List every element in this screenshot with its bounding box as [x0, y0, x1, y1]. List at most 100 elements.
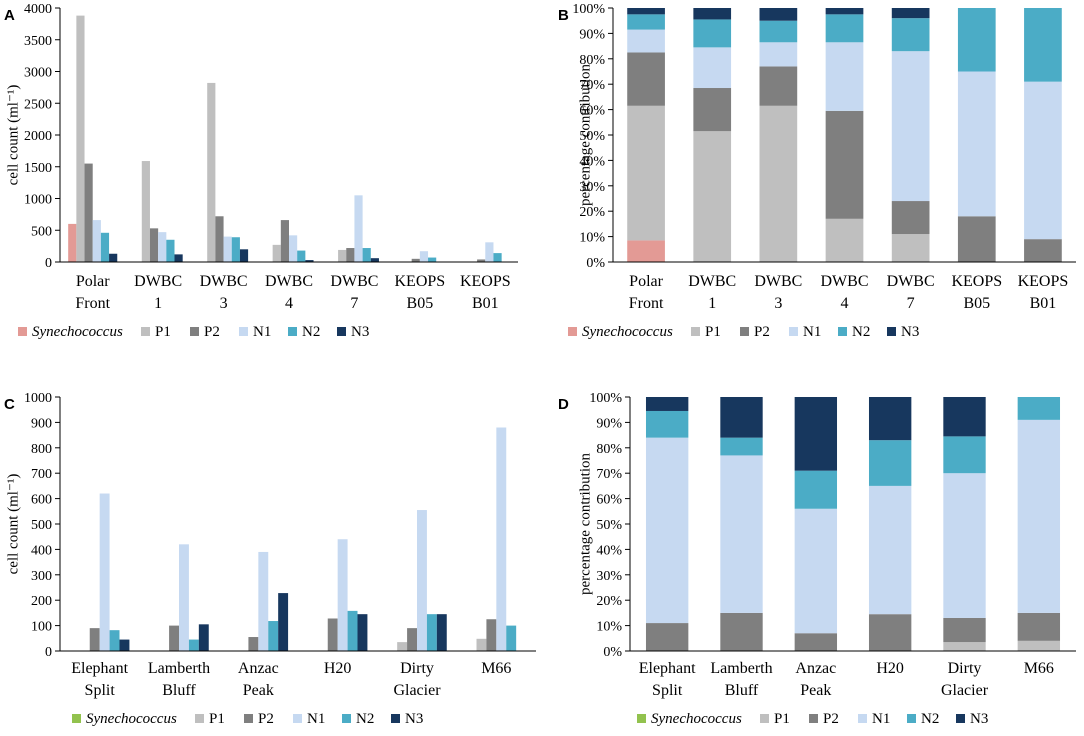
chart-panel-d: D 0% 10% 20% 30% 40% 50% 60% 70% 80% 90% 100% percen… [558, 391, 1076, 727]
bar-n1 [868, 485, 912, 615]
y-axis-title: cell count (ml⁻¹) [5, 474, 21, 575]
legend-label: P2 [204, 324, 220, 340]
bar-n3 [305, 260, 314, 262]
bar-n3 [794, 397, 838, 471]
x-category-label: 3 [774, 295, 782, 312]
y-tick-label: 20% [596, 594, 622, 609]
legend-swatch [809, 714, 818, 723]
x-category-label: DWBC [265, 273, 313, 290]
legend-swatch [691, 327, 700, 336]
bar-n1 [794, 508, 838, 634]
y-tick-label: 40% [579, 154, 605, 169]
bar-n3 [720, 397, 763, 438]
bar-p2 [327, 618, 338, 651]
x-category-label: DWBC [821, 273, 869, 290]
bar-n2 [957, 8, 996, 72]
y-tick-label: 70% [579, 78, 605, 93]
bar-p2 [794, 633, 838, 651]
bar-p1 [397, 642, 408, 651]
y-tick-label: 2000 [24, 129, 52, 144]
legend-swatch [288, 327, 297, 336]
bar-p1 [693, 131, 732, 262]
bar-n3 [239, 249, 249, 262]
bar-n2 [362, 248, 371, 262]
legend-swatch [907, 714, 916, 723]
legend-label: N2 [356, 711, 374, 727]
bar-p2 [943, 617, 986, 643]
x-category-label: DWBC [330, 273, 378, 290]
bar-n2 [1017, 397, 1061, 420]
bar-p1 [76, 15, 85, 263]
y-tick-label: 100 [31, 620, 52, 635]
y-tick-label: 10% [596, 620, 622, 635]
y-tick-label: 1500 [24, 161, 52, 176]
legend-swatch [244, 714, 253, 723]
bar-p1 [891, 234, 930, 262]
bar-n2 [891, 18, 930, 52]
x-category-label: 7 [907, 295, 915, 312]
bar-n2 [1024, 8, 1062, 82]
legend-label: P1 [155, 324, 171, 340]
bar-p2 [248, 637, 259, 651]
bar-n1 [693, 47, 732, 89]
legend-label: P1 [209, 711, 225, 727]
bar-n3 [198, 624, 209, 651]
bar-p1 [943, 642, 986, 651]
legend-label: P2 [823, 711, 839, 727]
x-category-label: DWBC [754, 273, 802, 290]
legend-swatch [789, 327, 798, 336]
x-category-label: Peak [800, 682, 831, 699]
bar-n1 [179, 544, 189, 651]
x-category-label: KEOPS [460, 273, 511, 290]
legend-swatch [141, 327, 150, 336]
x-category-label: 3 [220, 295, 228, 312]
x-category-label: Anzac [238, 660, 279, 677]
x-category-label: DWBC [688, 273, 736, 290]
y-tick-label: 100% [589, 391, 622, 406]
chart-panel-a: A 0 500 1000 1500 2000 2500 3000 3500 4000 cell co… [4, 2, 518, 340]
bar-n2 [825, 14, 864, 43]
x-category-label: Polar [76, 273, 110, 290]
x-category-label: DWBC [134, 273, 182, 290]
y-tick-label: 0% [586, 256, 605, 271]
legend-label: N2 [302, 324, 320, 340]
bar-n3 [759, 8, 798, 21]
y-tick-label: 30% [596, 569, 622, 584]
x-category-label: Elephant [71, 660, 128, 677]
bar-n1 [258, 551, 269, 651]
x-category-label: M66 [1024, 660, 1054, 677]
bar-n2 [759, 20, 798, 43]
y-tick-label: 70% [596, 467, 622, 482]
legend-label: P1 [705, 324, 721, 340]
bar-synechococcus [68, 223, 77, 262]
x-category-label: KEOPS [1018, 273, 1069, 290]
x-category-label: Dirty [400, 660, 434, 677]
legend-swatch [72, 714, 81, 723]
y-tick-label: 900 [31, 416, 52, 431]
x-category-label: Split [652, 682, 683, 699]
legend-swatch [18, 327, 27, 336]
x-category-label: Glacier [941, 682, 989, 699]
bar-n2 [868, 440, 912, 486]
legend-label: N3 [901, 324, 919, 340]
x-category-label: B01 [1030, 295, 1057, 312]
y-tick-label: 40% [596, 543, 622, 558]
x-category-label: Dirty [948, 660, 982, 677]
bar-n3 [436, 614, 447, 651]
bar-n2 [426, 614, 437, 651]
bar-p1 [338, 249, 347, 262]
bar-p2 [693, 88, 732, 132]
bar-n1 [485, 242, 494, 262]
legend-label: N3 [405, 711, 423, 727]
y-tick-label: 800 [31, 442, 52, 457]
x-category-label: Peak [243, 682, 274, 699]
legend-swatch [760, 714, 769, 723]
chart-panel-b: B 0% 10% 20% 30% 40% 50% 60% 70% 80% 90% 100% percen… [558, 2, 1076, 340]
bar-p1 [141, 161, 150, 262]
y-tick-label: 600 [31, 493, 52, 508]
bar-p2 [868, 614, 912, 651]
x-category-label: 1 [154, 295, 162, 312]
x-category-label: Lamberth [148, 660, 210, 677]
x-category-label: Bluff [725, 682, 759, 699]
y-tick-label: 60% [596, 493, 622, 508]
